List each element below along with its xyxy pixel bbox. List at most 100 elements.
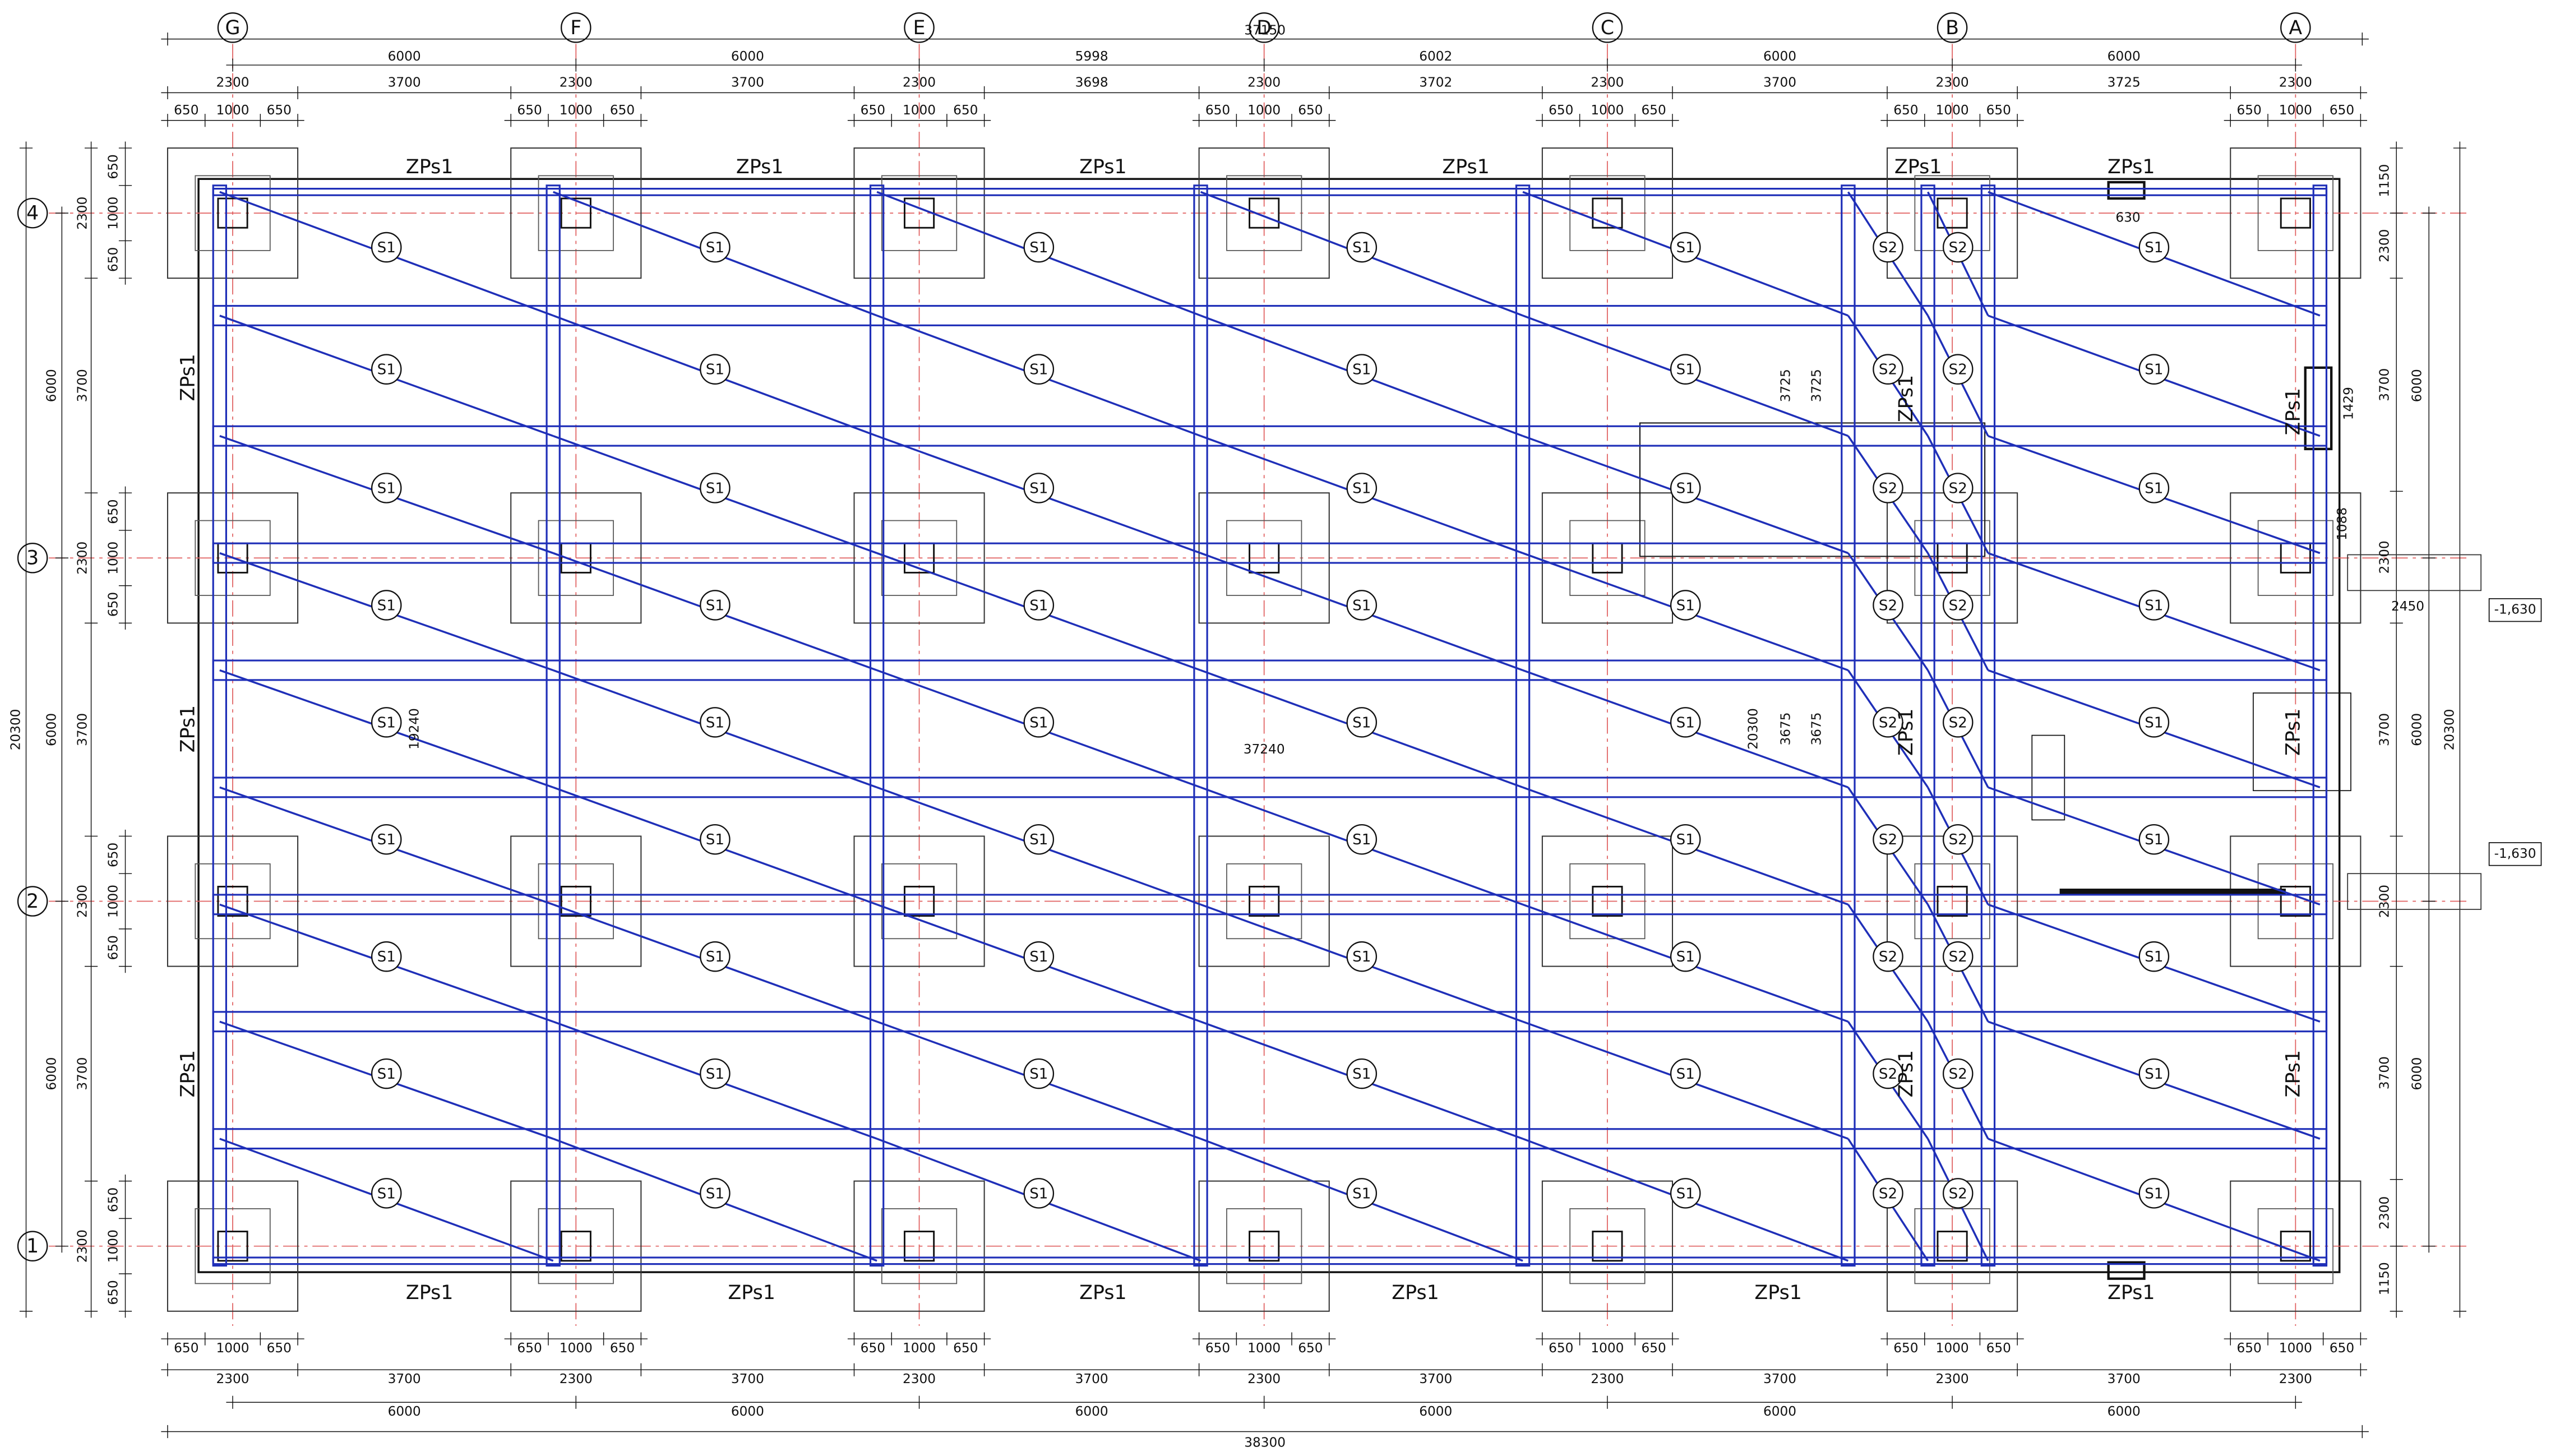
member-label: S1 [2145,480,2163,497]
dimension: 6000 [1763,49,1796,64]
member-tag [1873,1178,1903,1209]
member-tag [2138,824,2170,855]
member-label: S1 [1029,831,1048,848]
column [560,885,591,917]
beam-horizontal [212,542,2328,564]
column [217,885,248,917]
dimension: 650 [2330,103,2354,118]
member-tag [1670,590,1701,621]
member-label: S1 [1352,1185,1371,1202]
pedestal [538,863,614,940]
dimension: 2300 [2377,1196,2392,1229]
member-label: S1 [706,597,724,614]
member-tag [700,232,731,263]
dimension: 2300 [216,1371,249,1386]
pedestal [538,175,614,251]
footing [2230,835,2361,967]
zps-label: ZPs1 [177,1050,200,1098]
dimension: 1000 [2279,1341,2312,1356]
anchor-plate [2107,1261,2146,1280]
footing [2230,147,2361,279]
dimension: 650 [174,1341,198,1356]
pedestal [881,863,958,940]
axis-label: G [225,17,241,39]
pedestal [1569,1208,1646,1284]
dimension: 1000 [903,103,936,118]
member-tag [1346,1058,1378,1089]
member-label: S1 [1676,1185,1695,1202]
member-tag [1873,232,1903,263]
member-label: S2 [1949,362,1967,378]
footing [167,1180,299,1312]
footing [1198,147,1330,279]
dimension: 650 [1549,103,1573,118]
member-tag [1670,354,1701,385]
member-label: S2 [1879,362,1897,378]
member-label: S1 [1352,949,1371,965]
member-label: S1 [706,480,724,497]
dimension: 1000 [1936,1341,1969,1356]
member-label: S1 [377,597,396,614]
member-label: S1 [377,362,396,378]
member-label: S1 [377,714,396,731]
pedestal [1569,863,1646,940]
beam-horizontal [212,776,2328,798]
dimension: 650 [1893,103,1918,118]
pedestal [538,520,614,596]
column [217,197,248,229]
dimension: 3700 [1763,1371,1796,1386]
dimension: 2300 [2279,1371,2312,1386]
elevation-box [2347,873,2482,910]
dimension: 650 [1205,1341,1230,1356]
member-tag [1023,707,1055,738]
axis-label: 2 [26,890,39,913]
axis-bubble [1249,12,1279,43]
member-label: S2 [1879,949,1897,965]
dimension: 6000 [388,1404,421,1419]
beam-horizontal [212,894,2328,916]
dimension: 3700 [75,369,90,402]
member-tag [2138,354,2170,385]
dimension: 20300 [8,709,24,750]
member-tag [1873,354,1903,385]
column [560,1231,591,1262]
footing [1541,835,1674,967]
footing [853,492,985,624]
dimension: 6000 [2108,1404,2141,1419]
member-tag [1346,1178,1378,1209]
dimension: 650 [106,935,121,960]
zps-label: ZPs1 [1895,708,1917,756]
member-tag [1873,473,1903,503]
axis-bubble [17,886,48,917]
member-tag [1873,941,1903,972]
beam-horizontal [212,425,2328,447]
axis-label: C [1601,17,1614,39]
footing [2230,1180,2361,1312]
member-label: S1 [2145,597,2163,614]
member-label: S1 [1029,597,1048,614]
dimension: 3700 [731,1371,764,1386]
member-tag [1942,590,1974,621]
member-label: S2 [1879,597,1897,614]
dimension: 650 [1641,103,1666,118]
member-label: S1 [1029,1066,1048,1083]
zps-label: ZPs1 [728,1282,775,1304]
member-tag [1023,824,1055,855]
pedestal [881,1208,958,1284]
member-tag [1346,232,1378,263]
pedestal [881,175,958,251]
column [1592,197,1623,229]
footing [1198,1180,1330,1312]
column [1937,1231,1968,1262]
pedestal [1914,863,1990,940]
dimension: 20300 [1746,708,1761,750]
dimension: 650 [1549,1341,1573,1356]
beam-vertical [1193,184,1208,1267]
zps-label: ZPs1 [406,156,454,178]
dimension: 6000 [44,369,59,402]
member-tag [700,824,731,855]
beam-vertical [2312,184,2328,1267]
dimension: 2300 [1591,1371,1624,1386]
member-tag [1346,354,1378,385]
dimension: 2300 [560,1371,593,1386]
